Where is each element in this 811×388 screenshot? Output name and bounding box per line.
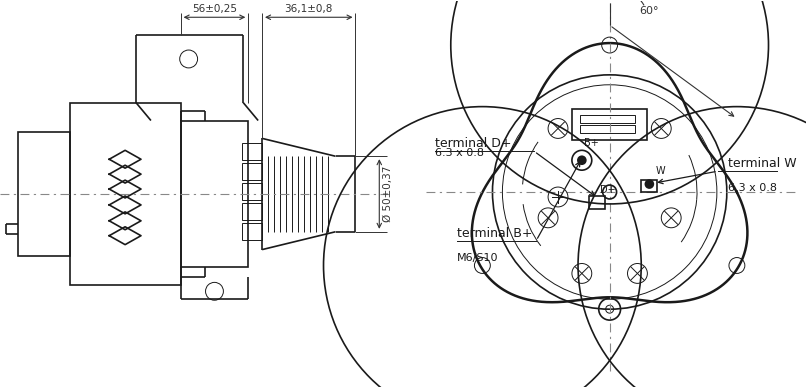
Bar	[242, 203, 262, 220]
Bar	[571, 109, 646, 140]
Bar	[70, 103, 181, 285]
Bar	[181, 121, 248, 267]
Bar	[579, 114, 635, 123]
Text: terminal B+: terminal B+	[456, 227, 531, 240]
Bar	[242, 143, 262, 160]
Text: M6/S10: M6/S10	[456, 253, 498, 263]
Bar	[242, 223, 262, 240]
Text: Ø 50±0,37: Ø 50±0,37	[383, 166, 393, 222]
Bar	[641, 180, 656, 192]
Text: D+: D+	[599, 185, 615, 195]
Circle shape	[645, 180, 653, 188]
Text: terminal D+: terminal D+	[435, 137, 511, 150]
Bar	[242, 163, 262, 180]
Bar	[18, 132, 70, 256]
Bar	[579, 125, 635, 133]
Circle shape	[577, 156, 585, 164]
Text: 6.3 x 0.8: 6.3 x 0.8	[727, 183, 776, 193]
Text: terminal W: terminal W	[727, 157, 796, 170]
Text: 60°: 60°	[638, 6, 658, 16]
Bar	[588, 196, 604, 209]
Text: 6.3 x 0.8: 6.3 x 0.8	[435, 148, 483, 158]
Bar	[242, 183, 262, 200]
Text: W: W	[654, 166, 664, 176]
Text: B+: B+	[583, 139, 598, 148]
Text: 56±0,25: 56±0,25	[191, 4, 237, 14]
Text: 36,1±0,8: 36,1±0,8	[284, 4, 333, 14]
